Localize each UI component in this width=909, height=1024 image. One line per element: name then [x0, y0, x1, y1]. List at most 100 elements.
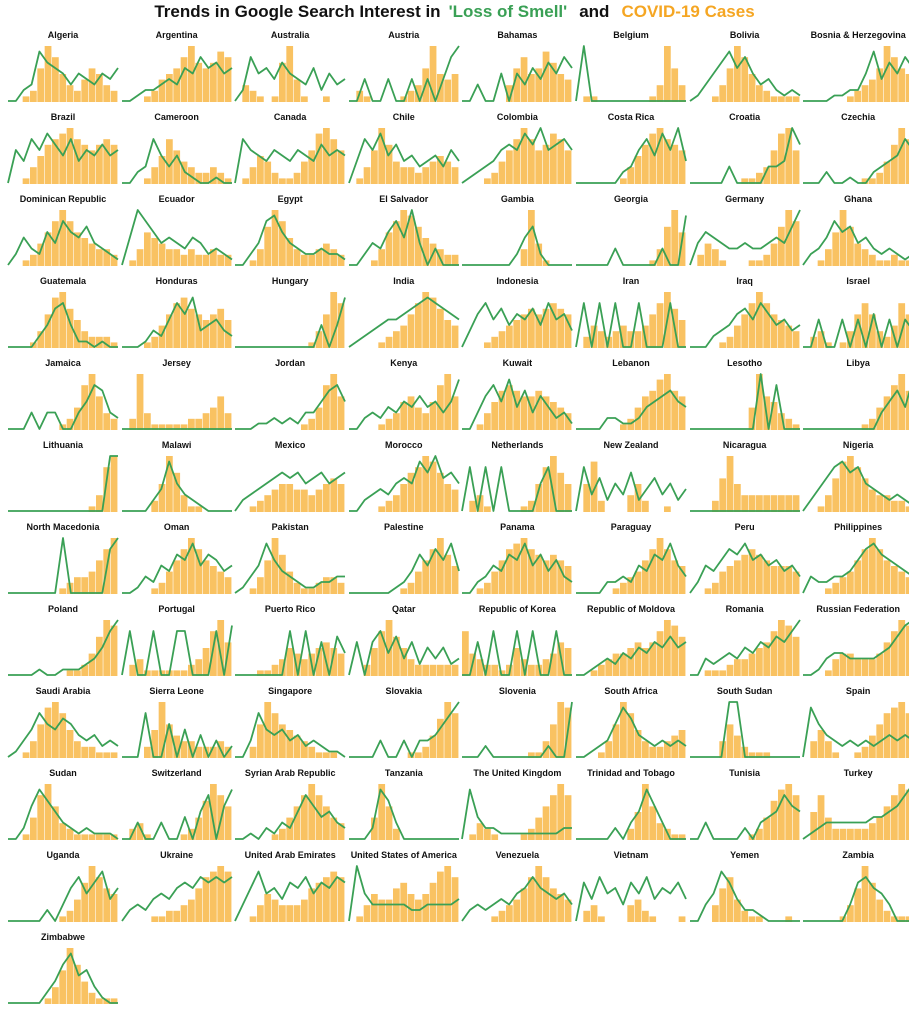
cases-bar: [429, 46, 437, 102]
cases-bar: [462, 631, 470, 676]
cases-bar: [634, 331, 642, 348]
panel-title: Zambia: [842, 850, 874, 860]
panel-plot: [575, 876, 687, 922]
panel-plot: [8, 292, 118, 348]
panel-plot: [461, 302, 574, 348]
cases-bar: [66, 85, 74, 102]
panel-plot: [347, 865, 460, 922]
cases-bar: [711, 249, 719, 266]
cases-bar: [869, 823, 876, 840]
cases-bar: [264, 894, 272, 922]
panel-plot: [348, 292, 460, 348]
search-line: [235, 712, 346, 758]
panel-title: Palestine: [384, 522, 424, 532]
cases-bar: [565, 79, 572, 102]
panel-title: Croatia: [729, 112, 761, 122]
panel-syrian-arab-republic: Syrian Arab Republic: [235, 768, 346, 840]
cases-bar: [96, 560, 103, 594]
cases-bar: [762, 254, 770, 266]
panel-title: Dominican Republic: [19, 194, 107, 204]
cases-bar: [499, 331, 506, 348]
cases-bar: [271, 538, 279, 594]
cases-bar: [378, 249, 385, 266]
panel-plot: [575, 292, 686, 348]
cases-bar: [330, 374, 338, 430]
panel-plot: [235, 292, 347, 348]
cases-bar: [88, 834, 96, 840]
cases-bar: [337, 303, 345, 348]
panel-title: Pakistan: [271, 522, 309, 532]
cases-bar: [180, 297, 188, 348]
cases-bar: [784, 210, 792, 266]
cases-bar: [293, 582, 301, 594]
panel-bahamas: Bahamas: [462, 30, 574, 102]
search-line: [7, 220, 119, 266]
cases-bar: [103, 249, 111, 266]
cases-bar: [194, 254, 202, 266]
cases-bar: [605, 659, 613, 676]
cases-bar: [74, 834, 81, 840]
cases-bar: [308, 495, 316, 512]
cases-bar: [627, 331, 635, 348]
cases-bar: [627, 905, 635, 922]
cases-bar: [891, 385, 898, 430]
cases-bar: [671, 834, 679, 840]
cases-bar: [755, 374, 763, 430]
cases-bar: [301, 899, 308, 922]
panel-title: Tunisia: [729, 768, 761, 778]
cases-bar: [898, 784, 906, 840]
cases-bar: [451, 167, 459, 184]
cases-bar: [293, 653, 301, 676]
cases-bar: [271, 899, 279, 922]
cases-bar: [777, 320, 785, 348]
cases-bar: [180, 57, 188, 102]
cases-bar: [451, 664, 459, 676]
panel-title: Algeria: [47, 30, 79, 40]
cases-bar: [136, 249, 144, 266]
cases-bar: [400, 167, 407, 184]
cases-bar: [337, 582, 345, 594]
cases-bar: [627, 167, 635, 184]
panel-croatia: Croatia: [689, 112, 801, 184]
cases-bar: [323, 385, 330, 430]
cases-bar: [264, 670, 272, 676]
cases-bar: [847, 905, 854, 922]
cases-bar: [150, 916, 158, 922]
cases-bar: [444, 866, 451, 922]
cases-bar: [286, 905, 294, 922]
cases-bar: [279, 828, 286, 840]
cases-bar: [74, 741, 81, 758]
cases-bar: [550, 402, 558, 430]
cases-bar: [180, 549, 188, 594]
cases-bar: [792, 795, 800, 840]
cases-bar: [158, 325, 166, 348]
cases-bar: [854, 752, 862, 758]
panel-title: Tanzania: [384, 768, 423, 778]
cases-bar: [557, 308, 565, 348]
cases-bar: [678, 916, 686, 922]
cases-bar: [854, 828, 862, 840]
cases-bar: [612, 331, 620, 348]
panel-title: Czechia: [841, 112, 876, 122]
cases-bar: [528, 500, 536, 512]
cases-bar: [784, 566, 792, 594]
cases-bar: [565, 795, 572, 840]
cases-bar: [363, 905, 371, 922]
cases-bar: [905, 314, 909, 348]
cases-bar: [839, 342, 847, 348]
cases-bar: [293, 905, 301, 922]
cases-bar: [128, 418, 136, 430]
cases-bar: [451, 566, 459, 594]
cases-bar: [44, 144, 52, 184]
cases-bar: [194, 817, 202, 840]
cases-bar: [535, 664, 543, 676]
cases-bar: [583, 910, 591, 922]
cases-bar: [792, 424, 800, 430]
cases-bar: [513, 390, 521, 430]
cases-bar: [128, 260, 136, 266]
cases-bar: [557, 74, 565, 102]
cases-bar: [407, 396, 415, 430]
cases-bar: [784, 96, 792, 102]
cases-bar: [550, 133, 558, 184]
cases-bar: [605, 741, 613, 758]
